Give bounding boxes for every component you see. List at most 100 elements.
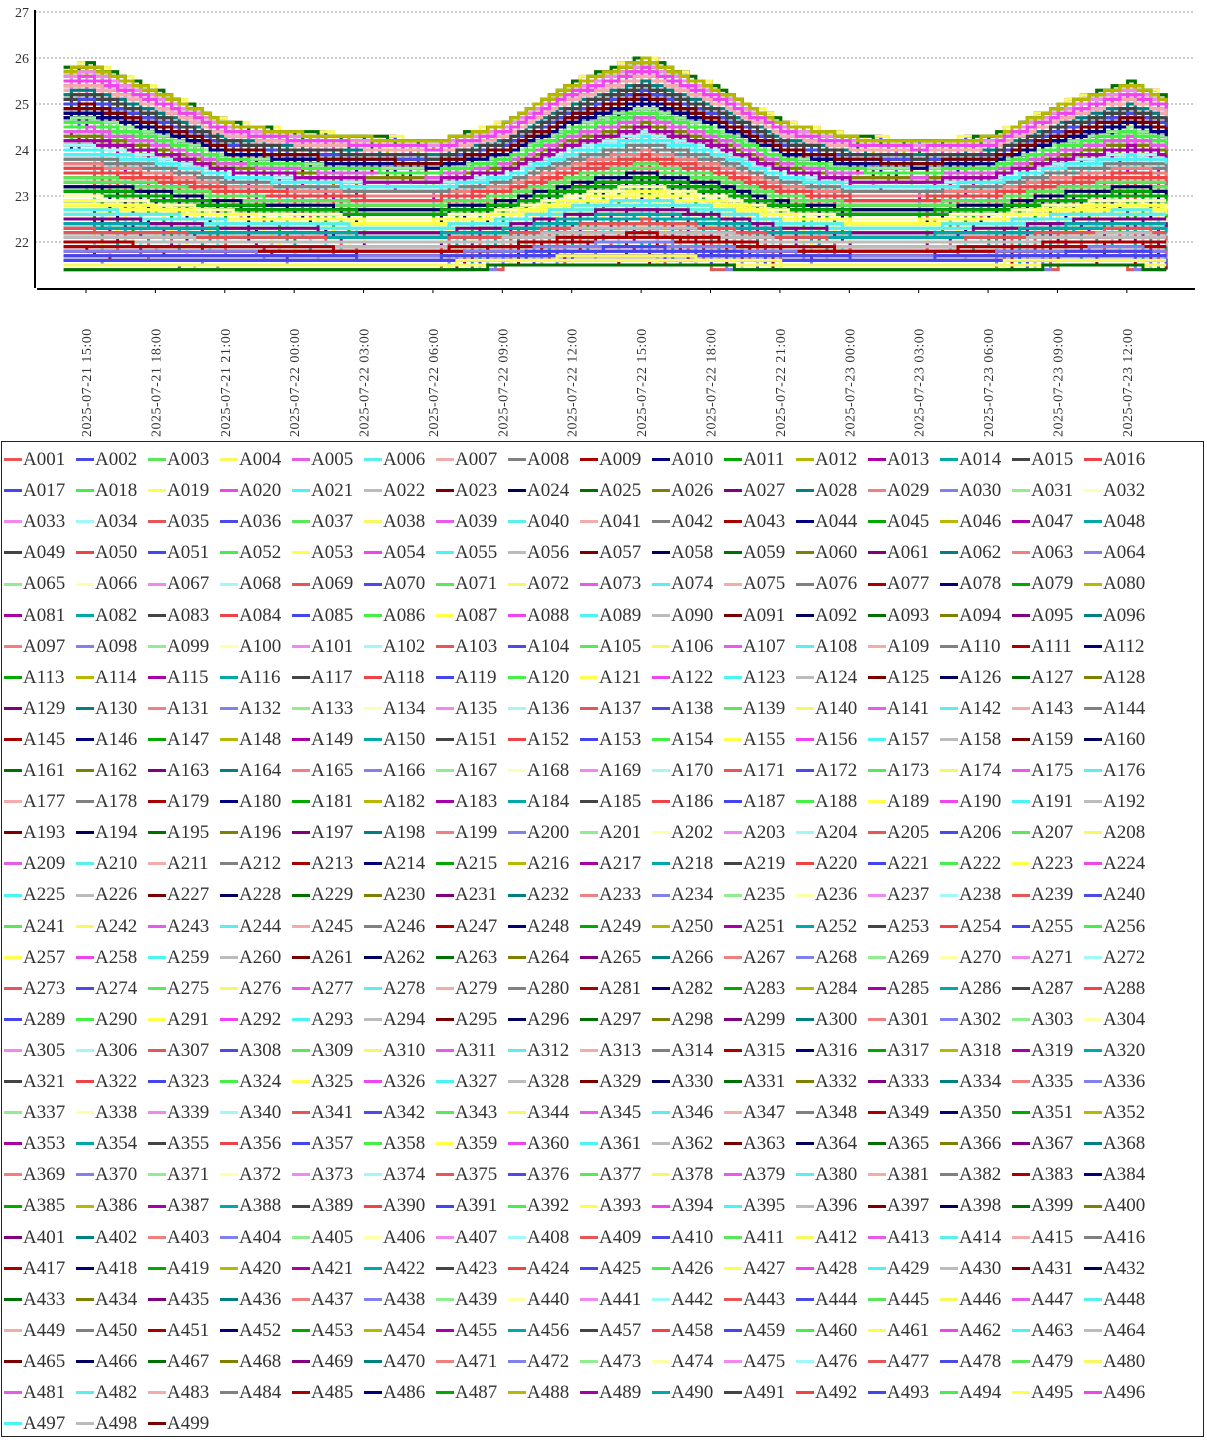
legend-swatch — [580, 893, 598, 897]
legend-item: A164 — [220, 755, 281, 786]
legend-swatch — [220, 862, 238, 866]
legend-swatch — [1084, 613, 1102, 617]
legend-label: A146 — [95, 728, 138, 750]
legend-label: A274 — [95, 977, 138, 999]
legend-swatch — [364, 582, 382, 586]
legend-swatch — [724, 893, 742, 897]
legend-item: A382 — [940, 1159, 1001, 1190]
legend-label: A240 — [1103, 884, 1146, 906]
legend-label: A261 — [311, 946, 354, 968]
legend-swatch — [1084, 1360, 1102, 1364]
legend-item: A264 — [508, 942, 569, 973]
legend-label: A335 — [1031, 1071, 1074, 1092]
legend-label: A343 — [455, 1102, 498, 1124]
series-line-A421 — [63, 130, 1168, 184]
legend-label: A043 — [743, 511, 786, 533]
legend-swatch — [76, 862, 94, 866]
legend-label: A217 — [599, 853, 642, 875]
legend-item: A228 — [220, 879, 281, 910]
legend-item: A017 — [4, 475, 65, 506]
legend-swatch — [364, 1111, 382, 1115]
legend-item: A396 — [796, 1190, 857, 1221]
legend-label: A344 — [527, 1102, 570, 1124]
legend-item: A139 — [724, 693, 785, 724]
legend-item: A468 — [220, 1346, 281, 1377]
legend-swatch — [292, 644, 310, 648]
legend-label: A065 — [23, 573, 66, 595]
legend-item: A129 — [4, 693, 65, 724]
legend-swatch — [1012, 1204, 1030, 1208]
legend-swatch — [436, 1173, 454, 1177]
legend-label: A357 — [311, 1133, 354, 1155]
legend-label: A383 — [1031, 1164, 1074, 1186]
series-line-A467 — [63, 263, 1167, 272]
legend-label: A130 — [95, 697, 138, 719]
legend-item: A203 — [724, 817, 785, 848]
legend-item: A013 — [868, 444, 929, 475]
legend-label: A313 — [599, 1039, 642, 1061]
legend-swatch — [148, 1049, 166, 1053]
legend-swatch — [364, 1360, 382, 1364]
legend-item: A122 — [652, 662, 713, 693]
series-line-A026 — [63, 157, 1167, 203]
legend-swatch — [292, 551, 310, 555]
legend-label: A195 — [167, 822, 210, 844]
legend-item: A147 — [148, 724, 209, 755]
legend-label: A288 — [1103, 977, 1146, 999]
legend-label: A486 — [383, 1382, 426, 1403]
series-line-A496 — [63, 65, 1168, 152]
legend-label: A168 — [527, 760, 570, 781]
legend-label: A392 — [527, 1195, 570, 1217]
legend-label: A041 — [599, 511, 642, 533]
legend-item: A218 — [652, 848, 713, 879]
legend-item: A075 — [724, 568, 785, 599]
legend-item: A224 — [1084, 848, 1145, 879]
legend-label: A020 — [239, 480, 282, 502]
legend-label: A390 — [383, 1195, 426, 1217]
legend-item: A357 — [292, 1128, 353, 1159]
legend-label: A425 — [599, 1257, 642, 1279]
legend-label: A270 — [959, 946, 1002, 968]
legend-label: A161 — [23, 760, 66, 781]
legend-swatch — [508, 831, 526, 835]
legend-swatch — [148, 520, 166, 524]
legend-swatch — [4, 489, 22, 493]
legend-swatch — [724, 1204, 742, 1208]
legend-item: A492 — [796, 1377, 857, 1408]
legend-label: A159 — [1031, 728, 1074, 750]
legend-label: A479 — [1031, 1350, 1074, 1372]
legend-swatch — [724, 520, 742, 524]
legend-item: A389 — [292, 1190, 353, 1221]
legend-item: A153 — [580, 724, 641, 755]
legend-swatch — [1012, 1360, 1030, 1364]
legend-item: A249 — [580, 911, 641, 942]
legend-item: A152 — [508, 724, 569, 755]
legend-item: A204 — [796, 817, 857, 848]
legend-item: A298 — [652, 1004, 713, 1035]
legend-label: A358 — [383, 1133, 426, 1155]
legend-item: A215 — [436, 848, 497, 879]
legend-swatch — [724, 551, 742, 555]
legend-swatch — [868, 769, 886, 773]
legend-swatch — [1012, 1328, 1030, 1332]
legend-item: A125 — [868, 662, 929, 693]
legend-swatch — [1084, 1111, 1102, 1115]
legend-swatch — [76, 706, 94, 710]
legend-label: A064 — [1103, 542, 1146, 564]
legend-swatch — [796, 1049, 814, 1053]
legend-item: A393 — [580, 1190, 641, 1221]
legend-swatch — [940, 644, 958, 648]
legend-label: A059 — [743, 542, 786, 564]
legend-label: A093 — [887, 604, 930, 626]
legend-item: A036 — [220, 506, 281, 537]
legend-label: A131 — [167, 697, 210, 719]
legend-item: A278 — [364, 973, 425, 1004]
legend-item: A105 — [580, 631, 641, 662]
legend-swatch — [796, 551, 814, 555]
legend-label: A037 — [311, 511, 354, 533]
legend-label: A021 — [311, 480, 354, 502]
legend-item: A277 — [292, 973, 353, 1004]
legend-item: A373 — [292, 1159, 353, 1190]
legend-label: A424 — [527, 1257, 570, 1279]
legend-swatch — [364, 489, 382, 493]
